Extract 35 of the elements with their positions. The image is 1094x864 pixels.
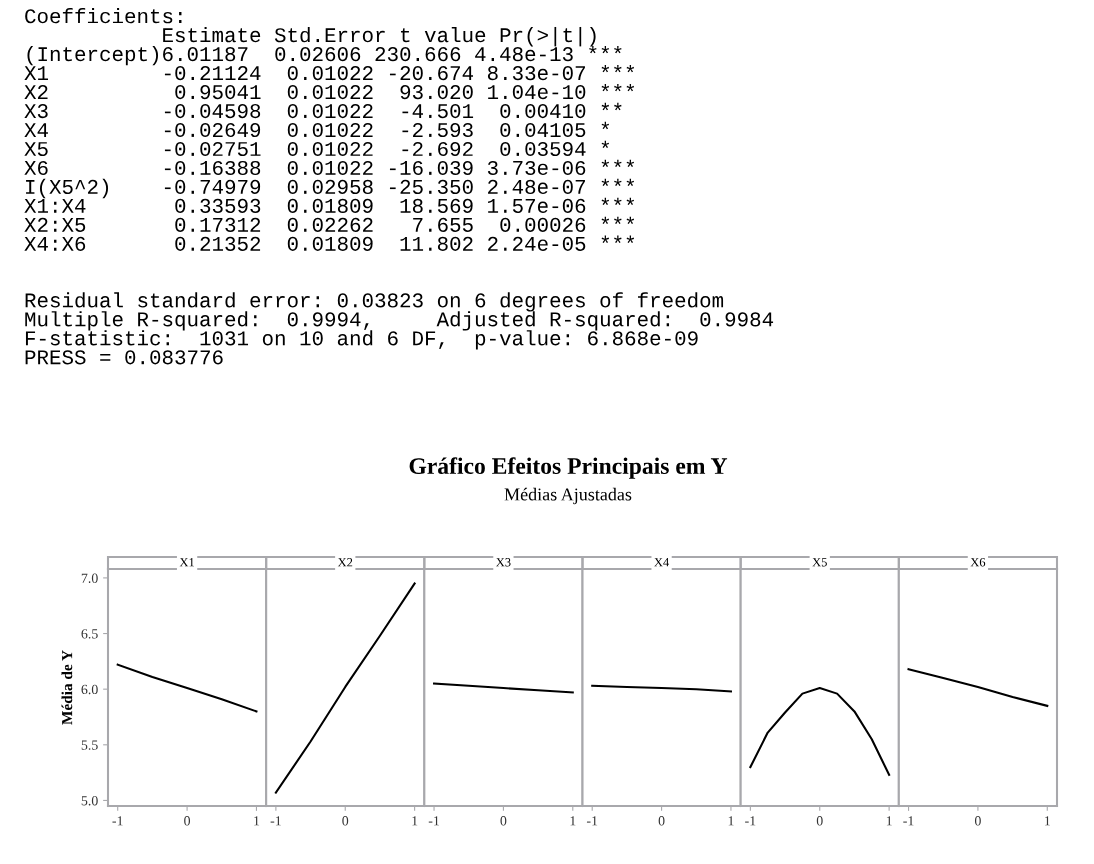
- x-tick-label: 1: [570, 816, 576, 826]
- x-tick-label: 0: [816, 816, 823, 826]
- text: Gráfico Efeitos Principais em Y: [409, 457, 728, 479]
- x-tick-label: -1: [745, 816, 756, 826]
- x-tick-label: 1: [886, 816, 892, 826]
- x-tick-label: -1: [903, 816, 914, 826]
- line-series: [116, 663, 258, 713]
- chart-title: X5: [812, 558, 827, 567]
- chart-title: X1: [179, 558, 194, 567]
- x-tick-label: 0: [658, 816, 665, 826]
- text: Médias Ajustadas: [504, 487, 632, 505]
- text: Residual standard error: 0.03823 on 6 degrees of freedom Multiple R-squared: 0.9994, Adjusted R-squared: 0.9984 F-statistic: 1031 on 10 and 6 DF, p-value: 6.868e-09 PRESS = 0.083776: [25, 292, 774, 365]
- x-tick-label: -1: [270, 816, 281, 826]
- y-tick-label: 5.0: [81, 796, 98, 806]
- chart-title: X4: [654, 558, 670, 567]
- x-tick-label: -1: [112, 816, 123, 826]
- x-tick-label: 1: [1045, 816, 1050, 826]
- x-tick-label: 0: [184, 816, 191, 826]
- x-tick-label: 1: [254, 816, 260, 826]
- x-tick-label: 1: [728, 816, 734, 826]
- chart-title: X2: [337, 558, 353, 567]
- y-axis-title: Média de Y: [61, 650, 73, 725]
- y-tick-label: 6.0: [81, 684, 98, 695]
- x-tick-label: -1: [586, 816, 598, 826]
- chart-title: X6: [970, 558, 986, 567]
- x-tick-label: 1: [412, 816, 418, 826]
- y-tick-label: 6.5: [81, 629, 98, 639]
- chart-title: X3: [496, 558, 511, 567]
- x-tick-label: 0: [974, 816, 981, 826]
- text: Coefficients: Estimate Std.Error t value Pr(>|t|) (Intercept)6.01187 0.02606 230.666 4.48e-13 *** X1 -0.21124 0.01022 -20.674 8.33e-07 *** X2 0.95041 0.01022 93.020 1.04e-10 *** X3 -0.04598 0.01022 -4.501 0.00410 ** X4 -0.02649 0.01022 -2.593 0.04105 * X5 -0.02751 0.01022 -2.692 0.03594 * X6 -0.16388 0.01022 -16.039 3.73e-06 *** I(X5^2) -0.74979 0.02958 -25.350 2.48e-07 *** X1:X4 0.33593 0.01809 18.569 1.57e-06 *** X2:X5 0.17312 0.02262 7.655 0.00026 *** X4:X6 0.21352 0.01809 11.802 2.24e-05 ***: [24, 8, 635, 251]
- x-tick-label: -1: [428, 816, 439, 826]
- y-tick-label: 5.5: [81, 740, 98, 750]
- x-tick-label: 0: [342, 816, 349, 826]
- y-tick-label: 7.0: [81, 573, 98, 583]
- x-tick-label: 0: [500, 816, 507, 826]
